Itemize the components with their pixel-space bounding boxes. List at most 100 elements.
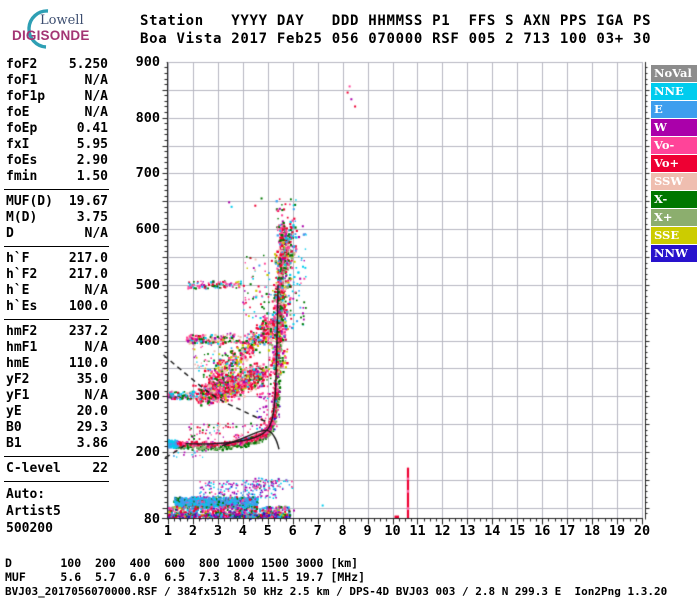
x-axis-label-5: 5 xyxy=(263,523,272,539)
parameter-label: h`Es xyxy=(6,299,38,314)
legend-item-sse: SSE xyxy=(651,227,697,244)
x-axis-label-12: 12 xyxy=(434,523,451,539)
parameter-label: M(D) xyxy=(6,210,38,225)
logo-digisonde-text: DIGISONDE xyxy=(12,28,90,43)
parameter-row-fof1p: foF1p N/A xyxy=(6,89,108,105)
parameter-row-yf2: yF2 35.0 xyxy=(6,372,108,388)
parameter-value: N/A xyxy=(84,226,108,241)
autoscaling-info-line: Artist5 xyxy=(6,504,61,519)
y-axis-label-80: 80 xyxy=(143,510,160,527)
header-field-names: Station YYYY DAY DDD HHMMSS P1 FFS S AXN… xyxy=(140,13,652,29)
parameter-label: yF2 xyxy=(6,372,30,387)
legend-item-e: E xyxy=(651,101,697,118)
parameter-label: fxI xyxy=(6,137,30,152)
x-axis-label-9: 9 xyxy=(363,523,372,539)
parameter-value: 35.0 xyxy=(76,372,108,387)
footer-muf-row: MUF 5.6 5.7 6.0 6.5 7.3 8.4 11.5 19.7 [M… xyxy=(5,570,366,584)
y-axis-label-300: 300 xyxy=(135,388,160,405)
y-axis-label-400: 400 xyxy=(135,332,160,349)
lowell-digisonde-logo: Lowell DIGISONDE xyxy=(6,4,126,52)
parameter-value: N/A xyxy=(84,340,108,355)
y-axis-label-600: 600 xyxy=(135,221,160,238)
parameter-label: B0 xyxy=(6,420,22,435)
panel-separator xyxy=(4,456,109,457)
parameter-value: 217.0 xyxy=(68,251,108,266)
parameter-row-hmf2: hmF2 237.2 xyxy=(6,324,108,340)
parameter-value: N/A xyxy=(84,283,108,298)
x-axis-label-8: 8 xyxy=(338,523,347,539)
x-axis-label-2: 2 xyxy=(188,523,197,539)
parameter-label: h`E xyxy=(6,283,30,298)
legend-item-noval: NoVal xyxy=(651,65,697,82)
parameter-value: 217.0 xyxy=(68,267,108,282)
parameter-label: h`F2 xyxy=(6,267,38,282)
legend-item-vo: Vo- xyxy=(651,137,697,154)
parameter-row-hmf1: hmF1 N/A xyxy=(6,340,108,356)
logo-arc-icon xyxy=(27,9,49,49)
x-axis-label-7: 7 xyxy=(313,523,322,539)
panel-separator xyxy=(4,319,109,320)
parameter-value: 3.86 xyxy=(76,436,108,451)
parameter-row-he: h`E N/A xyxy=(6,283,108,299)
parameter-value: 2.90 xyxy=(76,153,108,168)
legend-item-ssw: SSW xyxy=(651,173,697,190)
y-axis-label-800: 800 xyxy=(135,109,160,126)
y-axis-label-700: 700 xyxy=(135,165,160,182)
y-axis-label-900: 900 xyxy=(135,53,160,70)
parameter-value: 29.3 xyxy=(76,420,108,435)
parameter-label: fmin xyxy=(6,169,38,184)
autoscaling-info-line: 500200 xyxy=(6,521,53,536)
legend-item-nnw: NNW xyxy=(651,245,697,262)
x-axis-label-17: 17 xyxy=(559,523,576,539)
x-axis-label-10: 10 xyxy=(384,523,401,539)
parameter-label: MUF(D) xyxy=(6,194,53,209)
parameter-label: foEs xyxy=(6,153,38,168)
x-axis-label-18: 18 xyxy=(583,523,601,539)
footer-file-info: BVJ03_2017056070000.RSF / 384fx512h 50 k… xyxy=(5,585,668,598)
x-axis-label-16: 16 xyxy=(534,523,551,539)
parameter-label: foE xyxy=(6,105,30,120)
parameter-value: 20.0 xyxy=(76,404,108,419)
legend-item-nne: NNE xyxy=(651,83,697,100)
parameter-value: 19.67 xyxy=(68,194,108,209)
parameter-row-foes: foEs 2.90 xyxy=(6,153,108,169)
parameter-row-hes: h`Es 100.0 xyxy=(6,299,108,315)
parameter-value: 3.75 xyxy=(76,210,108,225)
parameter-value: N/A xyxy=(84,89,108,104)
parameter-row-hme: hmE 110.0 xyxy=(6,356,108,372)
logo-lowell-text: Lowell xyxy=(40,13,84,28)
parameter-row-fof1: foF1 N/A xyxy=(6,73,108,89)
x-axis-label-1: 1 xyxy=(163,523,173,539)
x-axis-label-14: 14 xyxy=(484,523,501,539)
parameter-value: 0.41 xyxy=(76,121,108,136)
legend-item-x: X+ xyxy=(651,209,697,226)
legend-item-w: W xyxy=(651,119,697,136)
parameter-label: hmF1 xyxy=(6,340,38,355)
parameter-row-d: D N/A xyxy=(6,226,108,242)
footer-distance-row: D 100 200 400 600 800 1000 1500 3000 [km… xyxy=(5,556,359,570)
parameter-value: 237.2 xyxy=(68,324,108,339)
scaled-parameters-panel: foF2 5.250 foF1 N/A foF1p N/A foE N/A foEp 0.41 fx… xyxy=(4,57,109,537)
parameter-value: 1.50 xyxy=(76,169,108,184)
parameter-label: foF1 xyxy=(6,73,38,88)
parameter-row-hf2: h`F2 217.0 xyxy=(6,267,108,283)
panel-separator xyxy=(4,246,109,247)
parameter-row-ye: yE 20.0 xyxy=(6,404,108,420)
x-axis-label-13: 13 xyxy=(459,523,476,539)
x-axis-label-15: 15 xyxy=(509,523,526,539)
panel-separator xyxy=(4,481,109,482)
parameter-value: 110.0 xyxy=(68,356,108,371)
x-axis-label-4: 4 xyxy=(238,523,247,539)
parameter-label: D xyxy=(6,226,14,241)
parameter-label: B1 xyxy=(6,436,22,451)
x-axis-label-20: 20 xyxy=(633,523,651,539)
parameter-value: 5.250 xyxy=(68,57,108,72)
parameter-row-foe: foE N/A xyxy=(6,105,108,121)
parameter-value: 5.95 xyxy=(76,137,108,152)
x-axis-label-19: 19 xyxy=(608,523,626,539)
parameter-label: foEp xyxy=(6,121,38,136)
parameter-label: foF1p xyxy=(6,89,46,104)
header-field-values: Boa Vista 2017 Feb25 056 070000 RSF 005 … xyxy=(140,31,652,47)
